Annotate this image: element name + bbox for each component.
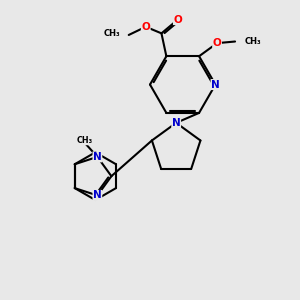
Text: N: N [211,80,220,90]
Text: N: N [172,118,181,128]
Text: CH₃: CH₃ [76,136,92,145]
Text: O: O [173,15,182,25]
Text: CH₃: CH₃ [244,37,261,46]
Text: O: O [213,38,221,48]
Text: O: O [141,22,150,32]
Text: CH₃: CH₃ [104,29,121,38]
Text: N: N [93,190,102,200]
Text: N: N [93,152,102,162]
